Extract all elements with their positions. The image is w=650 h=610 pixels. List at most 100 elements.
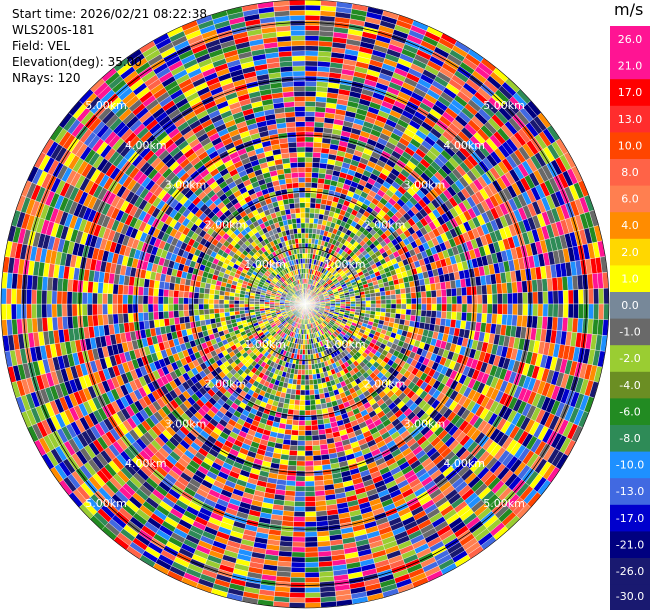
range-gate bbox=[365, 303, 372, 308]
range-gate bbox=[497, 303, 503, 315]
range-gate bbox=[291, 551, 306, 558]
range-gate bbox=[301, 369, 306, 376]
range-gate bbox=[304, 111, 316, 117]
range-gate bbox=[304, 197, 311, 203]
range-gate bbox=[304, 516, 317, 523]
range-gate bbox=[304, 146, 314, 153]
range-gate bbox=[299, 405, 306, 411]
range-gate bbox=[542, 291, 549, 305]
range-gate bbox=[313, 136, 323, 143]
range-gate bbox=[304, 334, 308, 340]
range-gate bbox=[446, 296, 453, 305]
range-gate bbox=[304, 506, 317, 512]
range-gate bbox=[436, 303, 442, 312]
range-gate bbox=[304, 253, 308, 259]
range-gate bbox=[307, 364, 313, 370]
range-gate bbox=[316, 182, 325, 190]
range-gate bbox=[304, 379, 310, 386]
range-gate bbox=[405, 309, 412, 316]
range-gate bbox=[304, 237, 309, 244]
range-gate bbox=[304, 339, 308, 345]
range-gate bbox=[293, 409, 300, 416]
range-gate bbox=[375, 299, 382, 305]
range-gate bbox=[313, 465, 323, 472]
range-gate bbox=[315, 192, 323, 200]
range-gate bbox=[435, 310, 442, 319]
range-gate bbox=[310, 404, 317, 411]
range-gate bbox=[588, 303, 594, 320]
range-gate bbox=[522, 292, 529, 305]
range-gate bbox=[304, 182, 312, 188]
range-gate bbox=[445, 288, 452, 297]
range-gate bbox=[471, 312, 478, 323]
range-gate bbox=[304, 227, 310, 234]
range-gate bbox=[290, 566, 306, 573]
range-gate bbox=[314, 480, 325, 487]
range-gate bbox=[380, 299, 387, 305]
range-gate bbox=[300, 384, 306, 391]
range-gate bbox=[355, 303, 361, 308]
range-gate bbox=[578, 303, 584, 319]
range-gate bbox=[294, 501, 306, 507]
range-gate bbox=[304, 15, 321, 21]
range-gate bbox=[291, 561, 306, 568]
range-gate bbox=[293, 516, 306, 523]
range-gate bbox=[308, 369, 313, 376]
range-gate bbox=[370, 303, 377, 308]
range-gate bbox=[370, 296, 377, 301]
range-gate bbox=[304, 480, 315, 487]
range-gate bbox=[304, 410, 312, 416]
range-gate bbox=[394, 288, 401, 295]
range-gate bbox=[350, 301, 356, 305]
range-gate bbox=[299, 399, 306, 406]
range-gate bbox=[301, 364, 306, 371]
range-gate bbox=[297, 435, 306, 441]
range-gate bbox=[445, 311, 452, 320]
range-gate bbox=[562, 303, 569, 318]
range-gate bbox=[304, 440, 313, 447]
range-gate bbox=[461, 295, 468, 305]
range-gate bbox=[313, 388, 320, 395]
range-gate bbox=[410, 309, 417, 316]
range-gate bbox=[304, 496, 316, 502]
range-gate bbox=[491, 283, 498, 295]
range-gate bbox=[298, 425, 306, 431]
range-gate bbox=[436, 296, 442, 305]
range-gate bbox=[309, 217, 315, 224]
range-gate bbox=[304, 460, 314, 467]
range-gate bbox=[567, 289, 574, 305]
range-gate bbox=[380, 303, 387, 309]
range-gate bbox=[365, 300, 372, 305]
range-gate bbox=[288, 449, 298, 456]
range-gate bbox=[304, 207, 311, 214]
range-gate bbox=[293, 511, 306, 517]
range-gate bbox=[492, 293, 498, 305]
range-gate bbox=[286, 475, 297, 482]
range-gate bbox=[287, 460, 297, 467]
range-gate bbox=[419, 284, 427, 293]
range-gate bbox=[304, 425, 312, 431]
range-gate bbox=[304, 141, 314, 148]
range-gate bbox=[304, 470, 315, 477]
range-gate bbox=[310, 182, 318, 189]
range-gate bbox=[296, 450, 306, 457]
range-gate bbox=[315, 101, 327, 108]
range-gate bbox=[304, 212, 310, 219]
range-gate bbox=[455, 287, 463, 297]
range-gate bbox=[304, 30, 320, 37]
range-gate bbox=[311, 424, 319, 431]
range-gate bbox=[304, 597, 321, 604]
range-gate bbox=[312, 373, 318, 380]
range-gate bbox=[311, 177, 319, 184]
info-panel: Start time: 2026/02/21 08:22:38 WLS200s-… bbox=[12, 6, 207, 86]
range-gate bbox=[304, 445, 313, 452]
range-gate bbox=[502, 293, 508, 305]
range-gate bbox=[308, 374, 314, 381]
range-gate bbox=[284, 495, 296, 502]
range-gate bbox=[292, 419, 300, 426]
range-gate bbox=[325, 302, 331, 305]
range-gate bbox=[603, 287, 610, 305]
range-gate bbox=[431, 296, 437, 305]
range-gate bbox=[286, 470, 297, 477]
